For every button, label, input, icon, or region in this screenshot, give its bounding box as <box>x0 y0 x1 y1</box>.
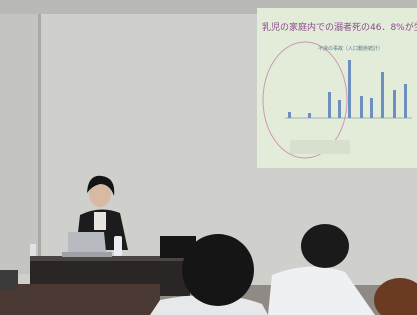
slide-bar <box>288 112 291 118</box>
slide-bar <box>381 72 384 118</box>
presenter-collar <box>94 212 106 230</box>
audience-desk <box>0 284 160 315</box>
slide-title: 乳児の家庭内での溺者死の46．8%が生後 <box>262 21 417 33</box>
photo: 乳児の家庭内での溺者死の46．8%が生後 不慮の事故（人口動態統計） <box>0 0 417 315</box>
water-bottle <box>114 236 122 256</box>
cup <box>30 244 36 256</box>
laptop-base <box>62 252 112 257</box>
slide-bar <box>360 96 363 118</box>
slide-bar <box>370 98 373 118</box>
head <box>182 234 254 306</box>
wall-left <box>0 14 40 274</box>
audience-member-left <box>0 270 18 290</box>
wall-edge <box>38 14 41 274</box>
slide-note <box>290 140 350 154</box>
slide-bar <box>404 84 407 118</box>
laptop-screen <box>68 232 106 252</box>
head <box>301 224 349 268</box>
slide-bar <box>338 100 341 118</box>
slide-bar <box>393 90 396 118</box>
slide-bar <box>328 92 331 118</box>
slide-bar <box>308 113 311 118</box>
page: {"slide": {"title": "乳児の家庭内での溺者死の46．8%が生… <box>0 0 417 315</box>
slide-bar <box>348 60 351 118</box>
